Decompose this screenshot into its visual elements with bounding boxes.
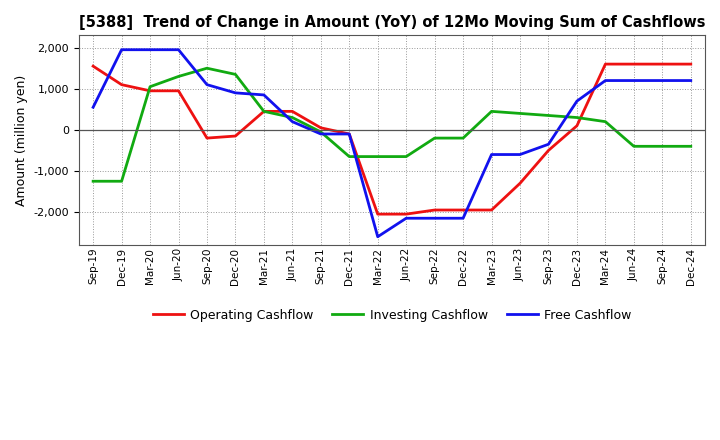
Operating Cashflow bbox=[686, 62, 695, 67]
Free Cashflow bbox=[345, 131, 354, 136]
Investing Cashflow bbox=[117, 179, 126, 184]
Operating Cashflow bbox=[459, 207, 467, 213]
Investing Cashflow bbox=[145, 84, 154, 89]
Free Cashflow bbox=[544, 142, 553, 147]
Free Cashflow bbox=[231, 90, 240, 95]
Investing Cashflow bbox=[601, 119, 610, 124]
Investing Cashflow bbox=[231, 72, 240, 77]
Operating Cashflow bbox=[260, 109, 269, 114]
Free Cashflow bbox=[459, 216, 467, 221]
Operating Cashflow bbox=[174, 88, 183, 93]
Investing Cashflow bbox=[686, 144, 695, 149]
Investing Cashflow bbox=[459, 136, 467, 141]
Operating Cashflow bbox=[629, 62, 638, 67]
Investing Cashflow bbox=[431, 136, 439, 141]
Free Cashflow bbox=[658, 78, 667, 83]
Y-axis label: Amount (million yen): Amount (million yen) bbox=[15, 74, 28, 206]
Operating Cashflow bbox=[89, 63, 97, 69]
Investing Cashflow bbox=[345, 154, 354, 159]
Investing Cashflow bbox=[374, 154, 382, 159]
Legend: Operating Cashflow, Investing Cashflow, Free Cashflow: Operating Cashflow, Investing Cashflow, … bbox=[148, 304, 636, 327]
Free Cashflow bbox=[686, 78, 695, 83]
Free Cashflow bbox=[374, 234, 382, 239]
Free Cashflow bbox=[89, 105, 97, 110]
Free Cashflow bbox=[572, 99, 581, 104]
Operating Cashflow bbox=[431, 207, 439, 213]
Title: [5388]  Trend of Change in Amount (YoY) of 12Mo Moving Sum of Cashflows: [5388] Trend of Change in Amount (YoY) o… bbox=[78, 15, 705, 30]
Investing Cashflow bbox=[202, 66, 211, 71]
Operating Cashflow bbox=[317, 125, 325, 130]
Operating Cashflow bbox=[658, 62, 667, 67]
Investing Cashflow bbox=[174, 74, 183, 79]
Operating Cashflow bbox=[487, 207, 496, 213]
Investing Cashflow bbox=[572, 115, 581, 120]
Operating Cashflow bbox=[516, 181, 524, 186]
Free Cashflow bbox=[487, 152, 496, 157]
Free Cashflow bbox=[402, 216, 410, 221]
Free Cashflow bbox=[145, 47, 154, 52]
Free Cashflow bbox=[431, 216, 439, 221]
Operating Cashflow bbox=[572, 123, 581, 128]
Free Cashflow bbox=[202, 82, 211, 87]
Operating Cashflow bbox=[345, 131, 354, 136]
Free Cashflow bbox=[601, 78, 610, 83]
Operating Cashflow bbox=[374, 212, 382, 217]
Operating Cashflow bbox=[544, 148, 553, 153]
Free Cashflow bbox=[516, 152, 524, 157]
Line: Operating Cashflow: Operating Cashflow bbox=[93, 64, 690, 214]
Operating Cashflow bbox=[288, 109, 297, 114]
Operating Cashflow bbox=[202, 136, 211, 141]
Free Cashflow bbox=[629, 78, 638, 83]
Line: Free Cashflow: Free Cashflow bbox=[93, 50, 690, 237]
Investing Cashflow bbox=[260, 109, 269, 114]
Free Cashflow bbox=[260, 92, 269, 98]
Investing Cashflow bbox=[516, 111, 524, 116]
Investing Cashflow bbox=[544, 113, 553, 118]
Investing Cashflow bbox=[89, 179, 97, 184]
Line: Investing Cashflow: Investing Cashflow bbox=[93, 68, 690, 181]
Free Cashflow bbox=[317, 131, 325, 136]
Operating Cashflow bbox=[145, 88, 154, 93]
Free Cashflow bbox=[117, 47, 126, 52]
Investing Cashflow bbox=[288, 115, 297, 120]
Investing Cashflow bbox=[487, 109, 496, 114]
Free Cashflow bbox=[288, 119, 297, 124]
Free Cashflow bbox=[174, 47, 183, 52]
Investing Cashflow bbox=[629, 144, 638, 149]
Investing Cashflow bbox=[402, 154, 410, 159]
Operating Cashflow bbox=[117, 82, 126, 87]
Operating Cashflow bbox=[601, 62, 610, 67]
Operating Cashflow bbox=[402, 212, 410, 217]
Investing Cashflow bbox=[658, 144, 667, 149]
Operating Cashflow bbox=[231, 133, 240, 139]
Investing Cashflow bbox=[317, 129, 325, 135]
